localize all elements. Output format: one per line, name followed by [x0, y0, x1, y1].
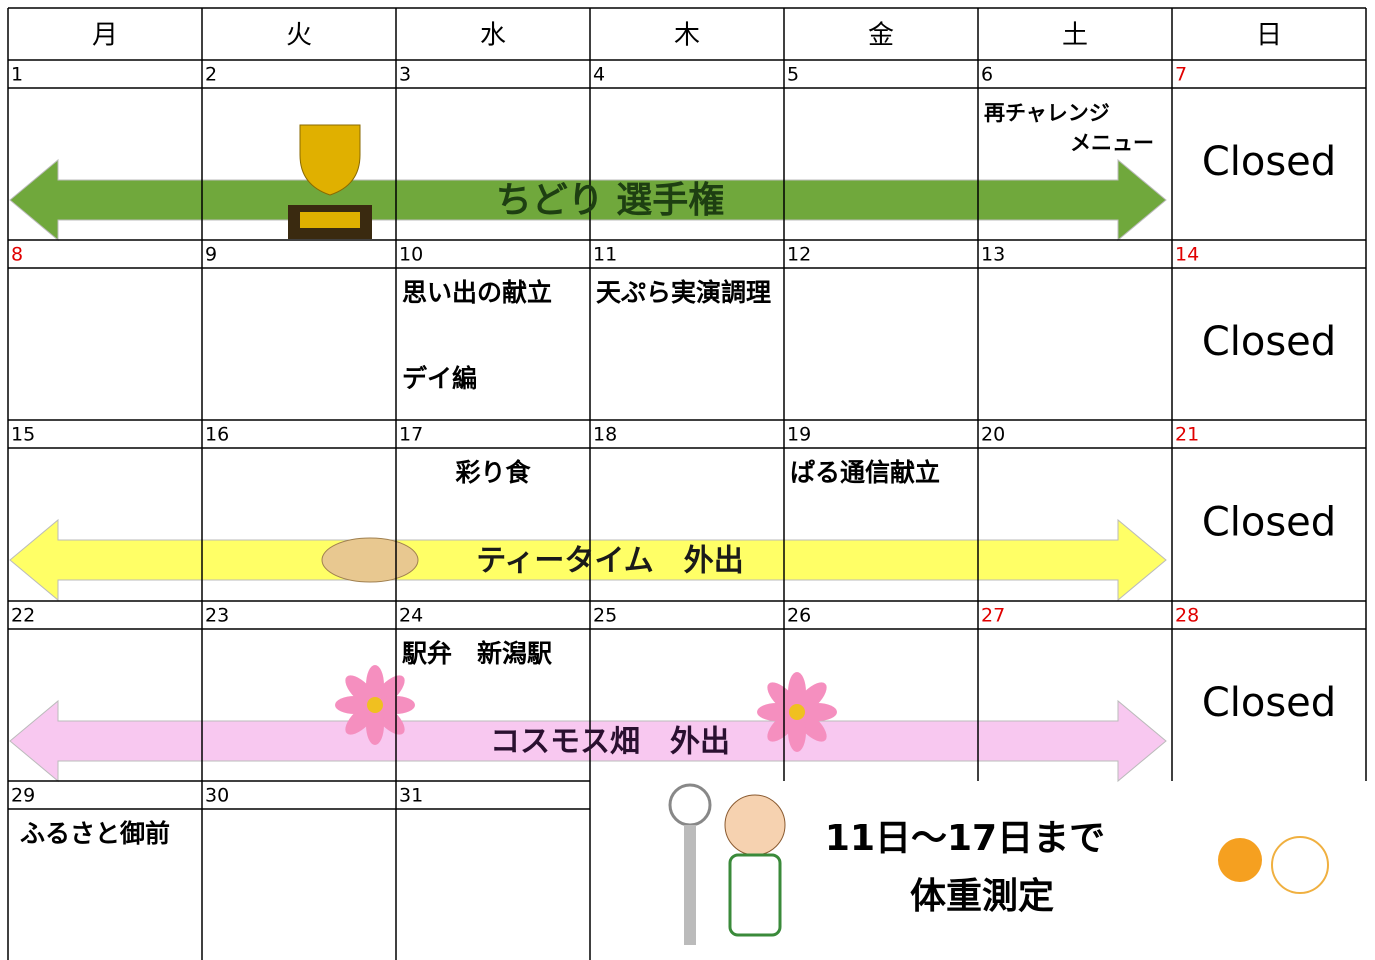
banner-text: ちどり 選手権 — [496, 180, 725, 221]
day-number: 2 — [205, 64, 217, 86]
day-number: 22 — [11, 605, 35, 627]
scale-icon — [668, 783, 786, 945]
event-text: 再チャレンジ — [984, 101, 1110, 125]
day-number: 26 — [787, 605, 811, 627]
flower-center — [367, 697, 383, 713]
flower-center — [789, 704, 805, 720]
closed-label: Closed — [1202, 680, 1336, 726]
scale-dial — [668, 783, 712, 827]
weekday-label: 日 — [1256, 21, 1282, 51]
day-number: 17 — [399, 424, 423, 446]
day-number: 19 — [787, 424, 811, 446]
day-number: 25 — [593, 605, 617, 627]
banner-text: ティータイム 外出 — [476, 544, 744, 579]
trophy-plate — [300, 212, 360, 228]
weekday-label: 月 — [92, 21, 118, 51]
day-number: 28 — [1175, 605, 1199, 627]
day-number: 5 — [787, 64, 799, 86]
day-number: 24 — [399, 605, 423, 627]
event-text: 思い出の献立 — [402, 278, 552, 307]
note-text: 体重測定 — [910, 876, 1054, 917]
closed-label: Closed — [1202, 139, 1336, 185]
day-number: 16 — [205, 424, 229, 446]
day-number: 8 — [11, 244, 23, 266]
day-number: 20 — [981, 424, 1005, 446]
event-text: 駅弁 新潟駅 — [402, 639, 552, 668]
day-number: 31 — [399, 785, 423, 807]
day-number: 27 — [981, 605, 1005, 627]
day-number: 13 — [981, 244, 1005, 266]
trophy-icon — [288, 124, 372, 239]
day-number: 1 — [11, 64, 23, 86]
banner-arrow — [9, 699, 1167, 783]
weekday-label: 金 — [868, 21, 894, 51]
person-head — [724, 794, 786, 856]
event-text: メニュー — [1070, 131, 1154, 155]
event-text: ふるさと御前 — [20, 819, 170, 848]
closed-label: Closed — [1202, 500, 1336, 546]
bird-icon — [1271, 836, 1329, 894]
weekday-label: 水 — [480, 21, 506, 51]
clover-icon — [1218, 838, 1262, 882]
banner-text: コスモス畑 外出 — [490, 725, 730, 760]
trophy-cup — [299, 124, 361, 196]
closed-label: Closed — [1202, 319, 1336, 365]
day-number: 3 — [399, 64, 411, 86]
cosmos-icon — [335, 665, 415, 745]
cosmos-icon — [757, 672, 837, 752]
day-number: 14 — [1175, 244, 1199, 266]
tea-stand-icon — [321, 537, 419, 583]
petal — [345, 675, 377, 707]
day-number: 11 — [593, 244, 617, 266]
day-number: 18 — [593, 424, 617, 446]
event-text: 彩り食 — [455, 458, 531, 487]
day-number: 4 — [593, 64, 605, 86]
day-number: 15 — [11, 424, 35, 446]
day-number: 30 — [205, 785, 229, 807]
banner-arrow — [9, 518, 1167, 602]
event-text: ぱる通信献立 — [790, 458, 940, 487]
day-number: 9 — [205, 244, 217, 266]
note-text: 11日～17日まで — [825, 818, 1105, 859]
day-number: 23 — [205, 605, 229, 627]
person-body — [728, 853, 782, 937]
day-number: 21 — [1175, 424, 1199, 446]
day-number: 10 — [399, 244, 423, 266]
petal — [767, 682, 799, 714]
day-number: 6 — [981, 64, 993, 86]
day-number: 7 — [1175, 64, 1187, 86]
day-number: 12 — [787, 244, 811, 266]
event-text: デイ編 — [402, 364, 477, 393]
weekday-label: 木 — [674, 21, 700, 51]
weekday-label: 火 — [286, 21, 312, 51]
event-text: 天ぷら実演調理 — [596, 278, 771, 307]
weekday-label: 土 — [1062, 21, 1088, 51]
day-number: 29 — [11, 785, 35, 807]
scale-post — [684, 825, 696, 945]
